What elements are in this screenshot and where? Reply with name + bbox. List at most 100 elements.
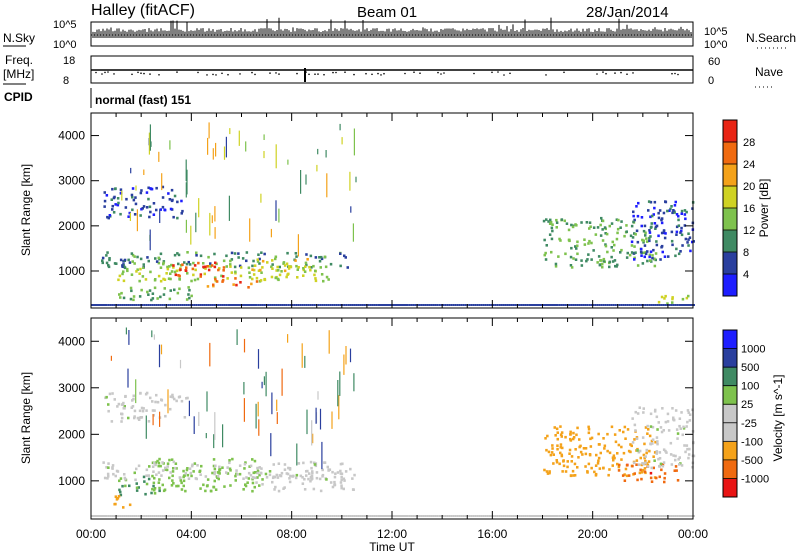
range-gate-cell xyxy=(643,255,646,259)
range-gate-cell xyxy=(202,265,205,269)
range-gate-cell xyxy=(380,304,382,306)
range-gate-cell xyxy=(614,264,617,268)
range-gate-cell xyxy=(308,472,311,475)
range-gate-cell xyxy=(476,515,479,517)
range-gate-cell xyxy=(137,464,141,468)
range-gate-cell xyxy=(218,468,222,471)
range-gate-cell xyxy=(522,515,525,517)
range-gate-cell xyxy=(107,475,110,478)
range-gate-cell xyxy=(576,515,579,517)
range-gate-cell xyxy=(153,334,155,340)
range-gate-cell xyxy=(139,267,142,271)
range-gate-cell xyxy=(642,304,645,306)
range-gate-cell xyxy=(598,443,601,446)
range-gate-cell xyxy=(562,459,565,462)
range-gate-cell xyxy=(660,295,664,299)
range-gate-cell xyxy=(460,304,463,306)
range-gate-cell xyxy=(263,252,266,256)
colorbar-tick-label: -1000 xyxy=(741,473,769,485)
range-gate-cell xyxy=(207,255,210,259)
range-gate-cell xyxy=(548,304,551,306)
range-gate-cell xyxy=(164,414,167,418)
range-gate-cell xyxy=(458,515,461,517)
range-gate-cell xyxy=(111,392,114,395)
range-gate-cell xyxy=(159,209,161,223)
range-gate-cell xyxy=(450,515,453,517)
range-gate-cell xyxy=(148,465,151,468)
range-gate-cell xyxy=(295,304,298,306)
range-gate-cell xyxy=(170,188,174,192)
nave-dot xyxy=(212,73,214,76)
range-gate-cell xyxy=(324,265,328,269)
range-gate-cell xyxy=(580,221,583,224)
range-gate-cell xyxy=(544,437,547,440)
range-gate-cell xyxy=(310,478,313,481)
range-gate-cell xyxy=(274,276,277,280)
range-gate-cell xyxy=(150,298,153,302)
range-gate-cell xyxy=(484,515,487,517)
range-gate-cell xyxy=(642,462,645,466)
range-gate-cell xyxy=(110,420,114,423)
range-gate-cell xyxy=(130,252,134,255)
nave-dot xyxy=(413,71,415,73)
range-gate-cell xyxy=(165,468,169,472)
range-gate-cell xyxy=(658,475,661,479)
range-gate-cell xyxy=(590,436,594,440)
range-gate-cell xyxy=(256,471,259,475)
range-gate-cell xyxy=(253,459,257,463)
range-gate-cell xyxy=(613,456,616,460)
range-gate-cell xyxy=(560,453,563,457)
range-gate-cell xyxy=(555,460,559,464)
range-gate-cell xyxy=(106,472,110,476)
range-gate-cell xyxy=(150,491,153,495)
range-gate-cell xyxy=(587,242,590,245)
range-gate-cell xyxy=(233,515,236,517)
range-gate-cell xyxy=(484,304,487,306)
range-gate-cell xyxy=(257,515,260,517)
range-gate-cell xyxy=(648,231,652,234)
range-gate-cell xyxy=(312,264,315,268)
range-gate-cell xyxy=(584,304,587,306)
range-gate-cell xyxy=(259,279,263,282)
range-gate-cell xyxy=(315,476,319,480)
range-gate-cell xyxy=(671,407,674,410)
range-gate-cell xyxy=(596,261,599,264)
range-gate-cell xyxy=(139,214,142,217)
range-gate-cell xyxy=(319,266,322,269)
range-gate-cell xyxy=(636,214,640,218)
range-gate-cell xyxy=(271,515,274,517)
freq-label-1: Freq. xyxy=(5,53,33,67)
colorbar-block xyxy=(723,404,737,424)
range-gate-cell xyxy=(155,515,158,517)
range-gate-cell xyxy=(428,304,431,306)
velocity-ylabel: Slant Range [km] xyxy=(19,372,33,464)
range-gate-cell xyxy=(327,469,330,472)
range-gate-cell xyxy=(114,474,117,478)
range-gate-cell xyxy=(222,275,225,278)
range-gate-cell xyxy=(590,258,593,261)
range-gate-cell xyxy=(242,488,245,491)
range-gate-cell xyxy=(191,463,194,467)
range-gate-cell xyxy=(641,238,644,242)
range-gate-cell xyxy=(676,432,680,435)
range-gate-cell xyxy=(343,354,345,375)
range-gate-cell xyxy=(111,464,115,467)
range-gate-cell xyxy=(161,173,163,191)
range-gate-cell xyxy=(237,304,240,306)
range-gate-cell xyxy=(341,462,344,466)
range-gate-cell xyxy=(138,295,142,298)
range-gate-cell xyxy=(688,419,692,422)
range-gate-cell xyxy=(239,274,243,278)
range-gate-cell xyxy=(317,148,319,155)
range-gate-cell xyxy=(680,229,683,233)
range-gate-cell xyxy=(151,292,155,295)
range-gate-cell xyxy=(149,124,151,151)
range-gate-cell xyxy=(502,304,505,306)
range-gate-cell xyxy=(333,480,336,484)
range-gate-cell xyxy=(178,476,182,479)
range-gate-cell xyxy=(287,466,290,470)
nave-dot xyxy=(671,72,673,75)
range-gate-cell xyxy=(169,207,173,211)
range-gate-cell xyxy=(661,407,664,410)
range-gate-cell xyxy=(672,418,676,422)
